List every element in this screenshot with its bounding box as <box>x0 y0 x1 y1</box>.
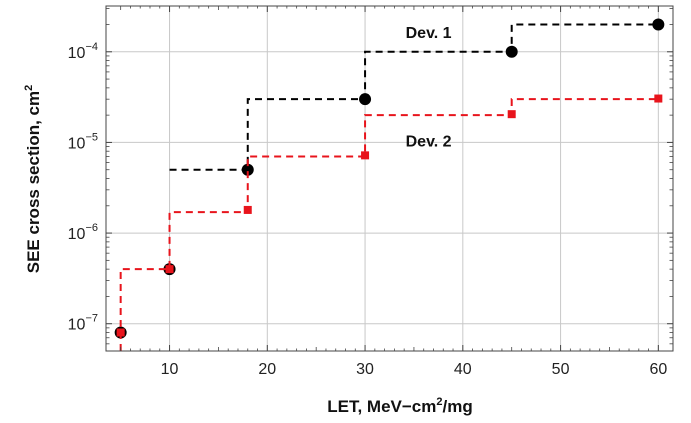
y-tick-label-exp: −4 <box>85 41 98 53</box>
x-axis-title-tail: /mg <box>443 397 473 416</box>
x-axis-title-main: LET, MeV−cm <box>327 397 436 416</box>
x-tick-label: 30 <box>356 361 374 378</box>
plot-frame <box>105 5 674 352</box>
x-tick-label: 40 <box>454 361 472 378</box>
y-tick-label: 10−6 <box>68 222 98 243</box>
y-tick-label-exp: −5 <box>85 131 98 143</box>
y-tick-label-base: 10 <box>68 226 86 243</box>
x-tick-label: 60 <box>649 361 667 378</box>
series-annotation: Dev. 1 <box>406 25 452 42</box>
data-point <box>654 94 663 103</box>
annotations: Dev. 1 Dev. 2 <box>406 25 452 150</box>
data-point <box>241 163 254 176</box>
x-tick-label: 20 <box>258 361 276 378</box>
y-tick-label-base: 10 <box>68 135 86 152</box>
y-tick-label-exp: −7 <box>85 313 98 325</box>
y-axis-title: SEE cross section, cm2 <box>23 85 43 274</box>
y-tick-label: 10−4 <box>68 41 98 62</box>
series-line <box>169 23 659 171</box>
y-tick-label-base: 10 <box>68 317 86 334</box>
y-tick-label-exp: −6 <box>85 222 98 234</box>
plot-grid <box>106 6 673 351</box>
y-tick-label: 10−5 <box>68 131 98 152</box>
y-tick-label: 10−7 <box>68 313 98 334</box>
x-tick-label: 10 <box>161 361 179 378</box>
x-axis-title-sup: 2 <box>436 396 442 408</box>
y-tick-label-base: 10 <box>68 45 86 62</box>
data-point <box>652 18 665 31</box>
data-point <box>243 205 252 214</box>
y-axis-title-main: SEE cross section, cm <box>24 91 43 273</box>
series-line <box>119 98 659 351</box>
data-point-overlap <box>165 265 174 274</box>
x-tick-label: 50 <box>552 361 570 378</box>
y-axis-title-sup: 2 <box>23 85 35 91</box>
data-point <box>361 151 370 160</box>
data-point <box>507 110 516 119</box>
series-annotation: Dev. 2 <box>406 134 452 151</box>
data-series <box>114 18 665 351</box>
x-axis-title: LET, MeV−cm2/mg <box>327 396 472 416</box>
data-point-overlap <box>116 328 125 337</box>
data-point <box>505 45 518 58</box>
data-point <box>359 93 372 106</box>
